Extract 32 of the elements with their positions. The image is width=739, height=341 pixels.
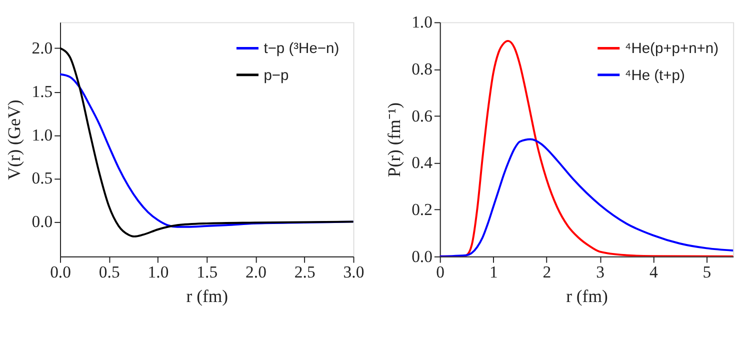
legend-label: ⁴He (t+p) [624, 68, 685, 84]
legend-label: t−p (³He−n) [264, 41, 340, 58]
x-tick-label: 2.5 [294, 262, 316, 282]
y-tick-label: 1.0 [32, 125, 53, 144]
x-tick-label: 2.0 [246, 262, 266, 282]
x-tick-label: 1 [489, 262, 498, 282]
x-axis-title: r (fm) [566, 286, 608, 306]
y-tick-label: 0.4 [412, 153, 434, 172]
x-tick-label: 1.0 [148, 262, 169, 282]
x-tick-label: 3 [596, 262, 604, 282]
y-axis-title: P(r) (fm⁻¹) [384, 102, 404, 178]
legend-label: p−p [264, 68, 289, 84]
x-tick-label: 5 [702, 262, 712, 282]
x-tick-label: 0 [436, 262, 445, 282]
y-tick-label: 0.2 [412, 200, 432, 219]
y-tick-label: 0.8 [412, 59, 432, 78]
x-tick-label: 4 [649, 262, 658, 282]
y-tick-label: 2.0 [32, 38, 53, 58]
x-axis-title: r (fm) [186, 286, 228, 306]
y-axis-title: V(r) (GeV) [4, 100, 24, 180]
y-tick-label: 1.0 [412, 12, 432, 32]
y-tick-label: 1.5 [32, 82, 53, 101]
y-tick-label: 0.0 [32, 212, 53, 232]
x-tick-label: 0.0 [50, 262, 71, 282]
y-tick-label: 0.6 [412, 106, 432, 126]
y-tick-label: 0.0 [412, 246, 432, 266]
x-tick-label: 3.0 [343, 262, 364, 282]
x-tick-label: 0.5 [98, 262, 120, 282]
y-tick-label: 0.5 [32, 168, 53, 188]
x-tick-label: 2 [542, 262, 552, 282]
x-tick-label: 1.5 [196, 262, 218, 282]
legend-label: ⁴He(p+p+n+n) [624, 41, 719, 58]
